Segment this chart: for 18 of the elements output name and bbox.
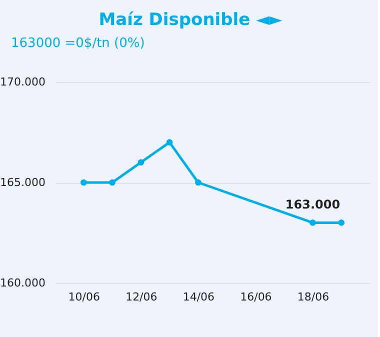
x-tick-label: 10/06 (68, 290, 100, 304)
y-tick-label: 160.000 (0, 276, 46, 290)
y-tick-label: 170.000 (0, 76, 46, 88)
chart-subtitle: 163000 =0$/tn (0%) (11, 36, 145, 51)
y-tick-label: 165.000 (0, 176, 46, 189)
point (310, 220, 316, 226)
point (195, 179, 202, 186)
point (109, 179, 116, 186)
x-tick-label: 14/06 (182, 290, 215, 304)
x-tick-label: 16/06 (240, 290, 272, 304)
chart-title: Maíz Disponible ◄► (98, 10, 284, 30)
x-tick-label: 18/06 (297, 290, 330, 304)
x-tick-label: 12/06 (126, 290, 158, 304)
point (138, 159, 144, 166)
point (338, 220, 345, 226)
data-label: 163.000 (285, 198, 340, 212)
point (166, 139, 173, 146)
point (80, 179, 87, 186)
